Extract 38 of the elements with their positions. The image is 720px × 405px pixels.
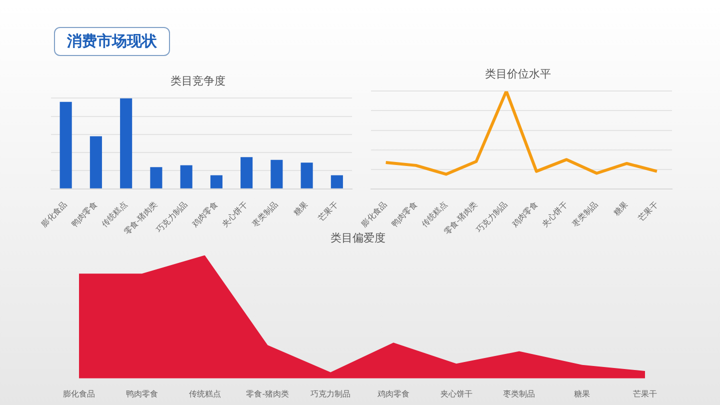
text: 消费市场现状	[54, 27, 170, 56]
x-tick-label: 膨化食品	[40, 200, 69, 229]
x-tick-label: 夹心饼干	[540, 200, 570, 229]
x-tick-label: 枣类制品	[503, 389, 536, 398]
bar	[330, 175, 343, 188]
bar	[120, 98, 132, 188]
bar	[60, 102, 72, 188]
x-tick-label: 糖果	[292, 200, 310, 218]
x-tick-label: 膨化食品	[360, 200, 389, 229]
bar	[300, 162, 313, 188]
x-tick-label: 枣类制品	[570, 200, 600, 229]
x-tick-label: 鸡肉零食	[376, 389, 410, 398]
bar	[210, 175, 222, 188]
bar	[180, 165, 192, 188]
bar	[150, 167, 162, 188]
bar	[270, 160, 283, 188]
bar	[240, 157, 253, 188]
chart-title: 类目竞争度	[170, 74, 226, 88]
x-tick-label: 鸡肉零食	[510, 200, 540, 230]
x-tick-label: 芒果干	[636, 200, 660, 224]
chart-title: 类目偏爱度	[330, 231, 386, 244]
x-tick-label: 鸭肉零食	[70, 200, 99, 229]
x-tick-label: 鸭肉零食	[126, 389, 158, 398]
x-tick-label: 巧克力制品	[310, 389, 351, 398]
chart-title: 类目价位水平	[485, 67, 551, 80]
x-tick-label: 鸡肉零食	[190, 200, 220, 230]
x-tick-label: 糖果	[574, 389, 590, 398]
x-tick-label: 芒果干	[633, 389, 657, 398]
x-tick-label: 鸭肉零食	[390, 200, 419, 229]
x-tick-label: 糖果	[612, 200, 630, 218]
x-tick-label: 零食-猪肉类	[246, 389, 290, 398]
x-tick-label: 夹心饼干	[440, 389, 472, 398]
bar	[90, 136, 102, 188]
x-tick-label: 芒果干	[316, 200, 340, 224]
x-tick-label: 传统糕点	[188, 389, 221, 398]
x-tick-label: 膨化食品	[63, 389, 95, 398]
x-tick-label: 夹心饼干	[220, 200, 250, 229]
x-tick-label: 枣类制品	[250, 200, 280, 229]
